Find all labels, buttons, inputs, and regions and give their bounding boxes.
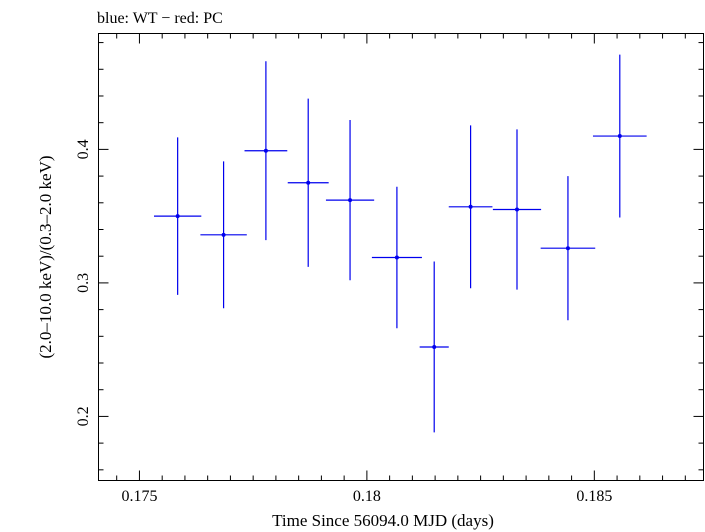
x-axis-label: Time Since 56094.0 MJD (days)	[272, 511, 494, 530]
point-marker	[348, 198, 353, 203]
point-marker	[432, 344, 437, 349]
point-marker	[306, 180, 311, 185]
point-marker	[468, 204, 473, 209]
x-tick-label: 0.18	[353, 488, 381, 505]
axis-ticks	[98, 33, 704, 481]
chart-title: blue: WT − red: PC	[97, 10, 223, 27]
y-tick-label: 0.2	[75, 406, 92, 426]
data-point	[540, 176, 596, 321]
data-point	[244, 61, 288, 241]
plot-frame	[98, 33, 704, 481]
data-point	[200, 161, 247, 309]
x-tick-label: 0.185	[576, 488, 612, 505]
data-point	[492, 129, 542, 290]
data-point	[287, 98, 329, 267]
y-axis-label: (2.0–10.0 keV)/(0.3–2.0 keV)	[36, 155, 55, 358]
data-point	[371, 186, 422, 329]
point-marker	[221, 232, 226, 237]
point-marker	[565, 246, 570, 251]
y-tick-labels: 0.2 0.3 0.4	[75, 139, 92, 426]
data-point	[592, 54, 647, 218]
point-marker	[263, 148, 268, 153]
data-point	[325, 120, 375, 281]
y-tick-label: 0.3	[75, 273, 92, 293]
x-tick-labels: 0.175 0.18 0.185	[121, 488, 612, 505]
point-marker	[617, 134, 622, 139]
data-points	[153, 54, 647, 433]
x-tick-label: 0.175	[121, 488, 157, 505]
point-marker	[394, 255, 399, 260]
data-point	[419, 261, 449, 433]
y-tick-label: 0.4	[75, 139, 92, 159]
point-marker	[175, 214, 180, 219]
data-point	[448, 125, 493, 289]
point-marker	[514, 207, 519, 212]
data-point	[153, 137, 202, 295]
